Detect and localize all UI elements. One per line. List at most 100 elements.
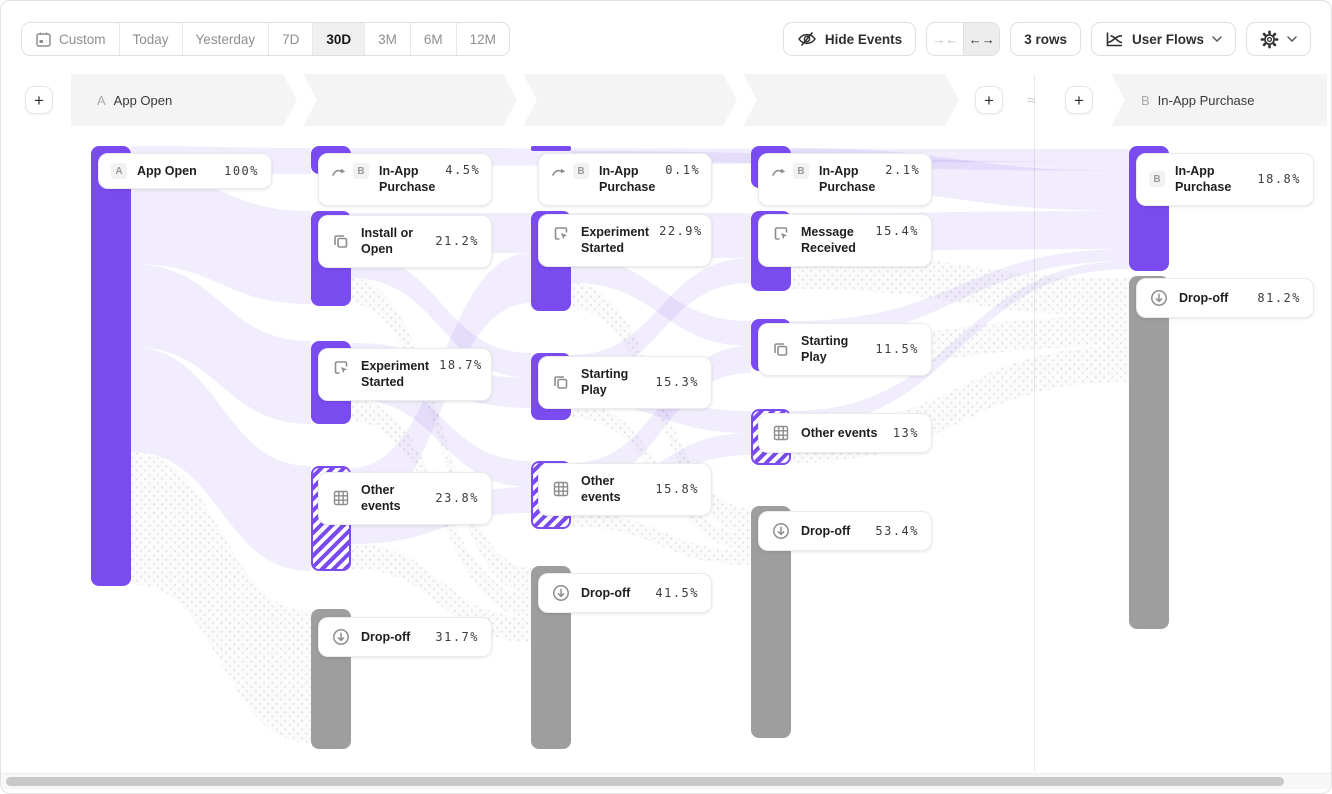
add-step-button-right[interactable]: + bbox=[1065, 86, 1093, 114]
node-label: In-App Purchase bbox=[1175, 164, 1232, 195]
toolbar-right: Hide Events →← ←→ 3 rows User Flows bbox=[782, 22, 1311, 56]
chart-type-dropdown[interactable]: User Flows bbox=[1090, 22, 1236, 56]
date-range-label: 30D bbox=[326, 31, 352, 47]
date-range-label: Today bbox=[132, 31, 169, 47]
step-letter-b: B bbox=[1141, 92, 1150, 108]
node-icon-group bbox=[331, 627, 351, 647]
date-range-label: Yesterday bbox=[195, 31, 256, 47]
toolbar: Custom Today Yesterday 7D 30D 3M 6M 12M Hide Ev… bbox=[21, 22, 1311, 56]
horizontal-scrollbar-track[interactable] bbox=[1, 773, 1331, 789]
horizontal-scrollbar-thumb[interactable] bbox=[6, 777, 1284, 786]
flow-node-card-other-events[interactable]: Other events 23.8% bbox=[318, 472, 492, 525]
flow-node-card-app-open[interactable]: A App Open 100% bbox=[98, 153, 272, 190]
jump-arrow-icon bbox=[331, 164, 347, 178]
event-flow-link[interactable] bbox=[571, 258, 751, 346]
node-icon-group bbox=[771, 521, 791, 541]
grid-icon bbox=[771, 423, 791, 443]
node-icon-group bbox=[771, 339, 791, 359]
node-value: 100% bbox=[224, 164, 259, 179]
node-label: Experiment Started bbox=[361, 359, 430, 390]
node-label: Starting Play bbox=[581, 367, 629, 398]
date-range-yesterday[interactable]: Yesterday bbox=[181, 23, 269, 55]
event-flow-link[interactable] bbox=[131, 347, 311, 571]
node-icon-group bbox=[331, 358, 351, 378]
drop-off-flow-link[interactable] bbox=[571, 512, 751, 565]
node-value: 2.1% bbox=[885, 163, 921, 177]
flow-node-card-in-app-purchase[interactable]: B In-App Purchase 18.8% bbox=[1136, 153, 1314, 206]
event-flow-link[interactable] bbox=[131, 264, 311, 424]
flow-node-card-in-app-purchase[interactable]: B In-App Purchase 0.1% bbox=[538, 153, 712, 206]
flow-bar-drop-off[interactable] bbox=[1129, 276, 1169, 629]
node-value: 18.8% bbox=[1257, 172, 1301, 187]
node-label: In-App Purchase bbox=[819, 164, 876, 195]
node-icon-group bbox=[551, 583, 571, 603]
date-range-7d[interactable]: 7D bbox=[268, 23, 313, 55]
flow-node-card-drop-off[interactable]: Drop-off 53.4% bbox=[758, 511, 932, 551]
click-event-icon bbox=[771, 224, 791, 244]
date-range-label: 12M bbox=[469, 31, 496, 47]
end-event-title: B In-App Purchase bbox=[1141, 74, 1255, 126]
grid-icon bbox=[331, 488, 351, 508]
flow-bar-in-app-purchase[interactable] bbox=[531, 146, 571, 151]
node-label: Message Received bbox=[801, 225, 856, 256]
date-range-today[interactable]: Today bbox=[118, 23, 182, 55]
flow-bar-app-open[interactable] bbox=[91, 146, 131, 586]
flow-node-card-message-received[interactable]: Message Received 15.4% bbox=[758, 214, 932, 267]
flow-node-card-starting-play[interactable]: Starting Play 11.5% bbox=[758, 323, 932, 376]
hide-events-button[interactable]: Hide Events bbox=[782, 22, 917, 56]
overlapping-windows-icon bbox=[551, 372, 571, 392]
date-range-label: 6M bbox=[423, 31, 443, 47]
flow-node-card-other-events[interactable]: Other events 15.8% bbox=[538, 463, 712, 516]
node-value: 15.3% bbox=[655, 375, 699, 390]
flow-node-card-drop-off[interactable]: Drop-off 41.5% bbox=[538, 573, 712, 613]
overlapping-windows-icon bbox=[771, 339, 791, 359]
node-label: Drop-off bbox=[361, 629, 411, 644]
flow-node-card-install-or-open[interactable]: Install or Open 21.2% bbox=[318, 215, 492, 268]
expand-columns-button[interactable]: ←→ bbox=[963, 23, 1000, 55]
node-value: 15.8% bbox=[655, 482, 699, 497]
date-range-label: Custom bbox=[59, 31, 106, 47]
flow-node-card-starting-play[interactable]: Starting Play 15.3% bbox=[538, 356, 712, 409]
node-label: In-App Purchase bbox=[599, 164, 656, 195]
node-label: Other events bbox=[801, 425, 878, 440]
date-range-6m[interactable]: 6M bbox=[409, 23, 456, 55]
node-value: 41.5% bbox=[655, 586, 699, 600]
event-flow-link[interactable] bbox=[131, 171, 311, 304]
drop-off-flow-link[interactable] bbox=[131, 452, 311, 743]
node-label: Drop-off bbox=[581, 585, 631, 600]
date-range-12m[interactable]: 12M bbox=[455, 23, 509, 55]
end-step-band bbox=[1111, 74, 1327, 126]
date-range-3m[interactable]: 3M bbox=[364, 23, 410, 55]
node-icon-group: B bbox=[331, 163, 369, 179]
node-value: 15.4% bbox=[875, 224, 919, 238]
drop-off-flow-link[interactable] bbox=[351, 278, 531, 594]
rows-button[interactable]: 3 rows bbox=[1010, 22, 1081, 56]
flow-node-card-drop-off[interactable]: Drop-off 31.7% bbox=[318, 617, 492, 657]
add-step-button-left[interactable]: + bbox=[25, 86, 53, 114]
collapse-columns-button[interactable]: →← bbox=[927, 23, 964, 55]
drop-off-icon bbox=[1149, 288, 1169, 308]
node-label: In-App Purchase bbox=[379, 164, 436, 195]
flow-node-card-in-app-purchase[interactable]: B In-App Purchase 2.1% bbox=[758, 153, 932, 206]
gear-icon bbox=[1260, 30, 1279, 49]
node-value: 53.4% bbox=[875, 524, 919, 538]
node-icon-group bbox=[551, 479, 571, 499]
step-band-segment bbox=[71, 74, 297, 126]
date-range-custom[interactable]: Custom bbox=[22, 23, 119, 55]
settings-dropdown[interactable] bbox=[1246, 22, 1311, 56]
calendar-icon bbox=[35, 31, 52, 48]
add-step-button-middle[interactable]: + bbox=[975, 86, 1003, 114]
click-event-icon bbox=[331, 358, 351, 378]
node-icon-group bbox=[551, 224, 571, 244]
end-event-label: In-App Purchase bbox=[1157, 92, 1255, 108]
click-event-icon bbox=[551, 224, 571, 244]
flow-node-card-drop-off[interactable]: Drop-off 81.2% bbox=[1136, 278, 1314, 318]
flow-node-card-experiment-started[interactable]: Experiment Started 18.7% bbox=[318, 348, 492, 401]
flow-node-card-other-events[interactable]: Other events 13% bbox=[758, 413, 932, 453]
flow-node-card-experiment-started[interactable]: Experiment Started 22.9% bbox=[538, 214, 712, 267]
node-label: App Open bbox=[137, 164, 197, 178]
node-value: 23.8% bbox=[435, 491, 479, 506]
flow-node-card-in-app-purchase[interactable]: B In-App Purchase 4.5% bbox=[318, 153, 492, 206]
date-range-30d[interactable]: 30D bbox=[312, 23, 365, 55]
node-icon-group: B bbox=[551, 163, 589, 179]
